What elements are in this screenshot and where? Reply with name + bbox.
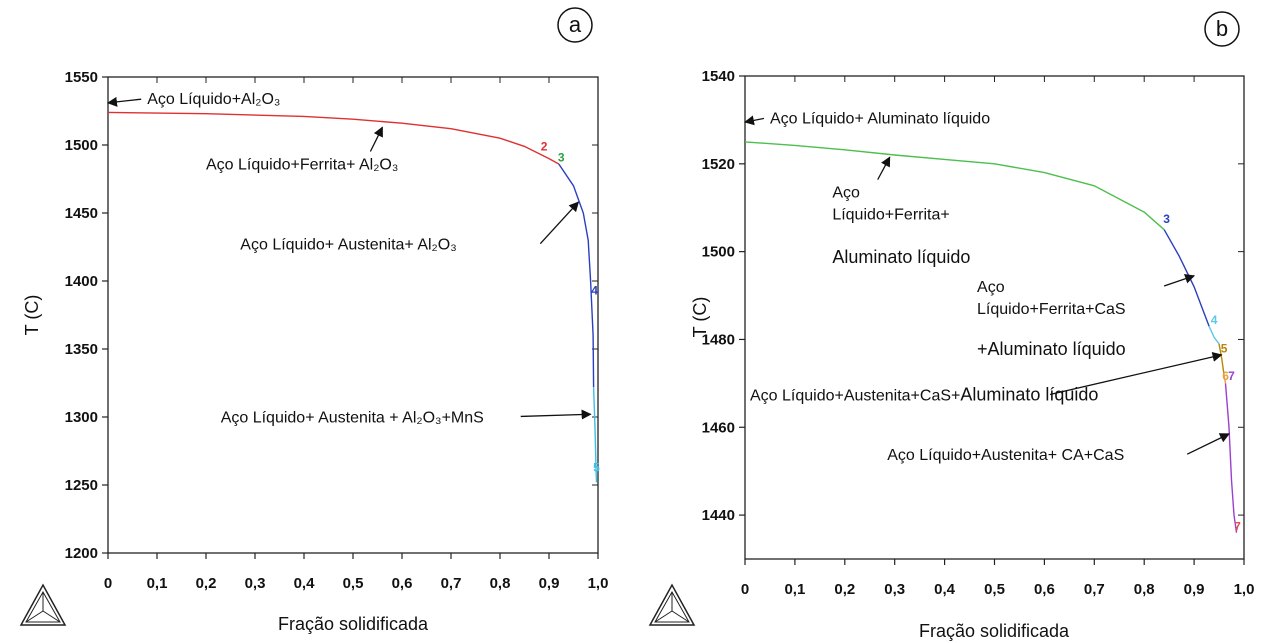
point-label: 5 [1221, 342, 1228, 356]
annotation-arrow [520, 409, 592, 420]
x-axis-label: Fração solidificada [278, 614, 429, 634]
point-label: 4 [1211, 313, 1218, 327]
y-axis-label: T (C) [22, 295, 42, 336]
annotation-text-append: Aluminato líquido [960, 384, 1098, 404]
point-label: 7 [1228, 369, 1235, 383]
annotation-text: Aço Líquido+Al₂O₃ [147, 91, 280, 108]
series-line-1 [744, 141, 1165, 231]
x-tick-label: 0,4 [934, 581, 956, 598]
x-tick-label: 0,1 [147, 575, 168, 592]
x-tick-label: 0,2 [196, 575, 217, 592]
series-line-2 [558, 163, 595, 388]
annotation-text: Aço Líquido+ Aluminato líquido [770, 110, 990, 127]
point-label: 6 [1222, 369, 1229, 383]
series-line-3 [592, 387, 598, 483]
annotation-text: +Aluminato líquido [977, 339, 1126, 359]
y-tick-label: 1350 [65, 341, 98, 358]
x-tick-label: 0,7 [441, 575, 462, 592]
annotation-text: Aço Líquido+ Austenita + Al₂O₃+MnS [221, 409, 484, 426]
x-tick-label: 0,2 [834, 581, 855, 598]
y-tick-label: 1400 [65, 273, 98, 290]
series-line-2 [1163, 229, 1210, 327]
x-tick-label: 1,0 [588, 575, 609, 592]
y-tick-label: 1500 [65, 137, 98, 154]
x-tick-label: 0,5 [984, 581, 1005, 598]
series-line-6 [1224, 383, 1238, 533]
y-tick-label: 1450 [65, 205, 98, 222]
series-line-1 [107, 111, 560, 165]
annotation-arrow [877, 156, 891, 180]
annotation-arrow [107, 96, 142, 107]
point-label: 3 [558, 150, 565, 164]
x-tick-label: 0,3 [245, 575, 266, 592]
point-label: 7 [1234, 519, 1241, 533]
chart-a: 1200 1250 1300 1350 1400 1450 1500 1550 0 0,1 0,2 0… [22, 7, 609, 634]
x-tick-label: 0,1 [784, 581, 805, 598]
x-tick-label: 0,5 [343, 575, 364, 592]
x-tick-label: 0,9 [1184, 581, 1205, 598]
annotation-arrow [369, 126, 383, 152]
x-tick-label: 0 [104, 575, 112, 592]
y-tick-label: 1500 [702, 244, 735, 261]
y-tick-label: 1550 [65, 69, 98, 86]
chart-b: 1440 1460 1480 1500 1520 1540 0 0,1 0,2 0,3 0,4 0,5… [690, 11, 1255, 641]
annotation-arrow [744, 115, 765, 126]
thermocalc-logo-icon [648, 583, 696, 626]
annotation-text: Aço [832, 185, 860, 202]
x-tick-label: 0,6 [1034, 581, 1055, 598]
thermocalc-logo-icon [19, 583, 67, 626]
annotation-arrow [539, 201, 580, 245]
annotation-text: Aluminato líquido [832, 247, 970, 267]
x-tick-label: 0,8 [490, 575, 511, 592]
x-tick-label: 0,3 [884, 581, 905, 598]
y-tick-label: 1250 [65, 477, 98, 494]
series-line-3 [1208, 326, 1220, 345]
x-tick-label: 0,8 [1134, 581, 1155, 598]
annotation-text: Aço Líquido+ Austenita+ Al₂O₃ [240, 237, 456, 254]
x-tick-label: 0,6 [392, 575, 413, 592]
y-tick-label: 1460 [702, 419, 735, 436]
x-tick-label: 0,4 [294, 575, 316, 592]
panel-badge-circle [557, 7, 593, 43]
annotation-text: Aço Líquido+Austenita+CaS+Aluminato líqu… [750, 384, 1098, 404]
annotation-text: Aço Líquido+Ferrita+ Al₂O₃ [206, 156, 398, 173]
annotation-text: Líquido+Ferrita+CaS [977, 301, 1126, 318]
y-tick-label: 1540 [702, 68, 735, 85]
panel-badge-circle [1204, 11, 1240, 47]
panel-badge-label: b [1216, 16, 1228, 41]
annotation-text: Líquido+Ferrita+ [832, 207, 949, 224]
annotation-text: Aço Líquido+Austenita+ CA+CaS [887, 447, 1124, 464]
annotation-arrow [1186, 433, 1230, 455]
point-label: 4 [591, 284, 598, 298]
y-axis-label: T (C) [690, 297, 710, 338]
annotation-text: Aço [977, 279, 1005, 296]
y-tick-label: 1480 [702, 331, 735, 348]
point-label: 5 [593, 460, 600, 474]
point-label: 3 [1163, 212, 1170, 226]
plot-frame [107, 76, 599, 554]
x-tick-label: 0,7 [1084, 581, 1105, 598]
x-tick-label: 0 [741, 581, 749, 598]
annotation-arrow [1049, 351, 1223, 396]
point-label: 2 [541, 139, 548, 153]
x-tick-label: 1,0 [1234, 581, 1255, 598]
x-tick-label: 0,9 [539, 575, 560, 592]
series-line-5 [1223, 374, 1227, 384]
x-axis-label: Fração solidificada [919, 621, 1070, 641]
panel-badge-label: a [569, 12, 582, 37]
y-tick-label: 1440 [702, 507, 735, 524]
annotation-arrow [1163, 273, 1196, 287]
y-tick-label: 1520 [702, 156, 735, 173]
y-tick-label: 1300 [65, 409, 98, 426]
y-tick-label: 1200 [65, 545, 98, 562]
